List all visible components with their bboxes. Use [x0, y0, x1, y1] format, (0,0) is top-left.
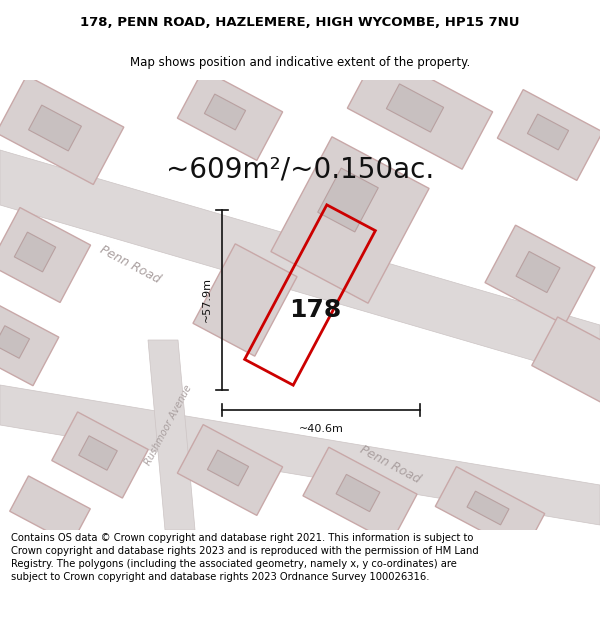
Polygon shape — [303, 448, 417, 542]
Text: ~40.6m: ~40.6m — [299, 424, 343, 434]
Polygon shape — [386, 84, 443, 132]
Polygon shape — [527, 114, 569, 150]
Polygon shape — [347, 51, 493, 169]
Polygon shape — [532, 317, 600, 403]
Polygon shape — [0, 76, 124, 184]
Polygon shape — [208, 450, 248, 486]
Polygon shape — [318, 168, 378, 232]
Text: Penn Road: Penn Road — [358, 444, 422, 486]
Polygon shape — [271, 137, 429, 303]
Text: 178, PENN ROAD, HAZLEMERE, HIGH WYCOMBE, HP15 7NU: 178, PENN ROAD, HAZLEMERE, HIGH WYCOMBE,… — [80, 16, 520, 29]
Polygon shape — [178, 424, 283, 516]
Polygon shape — [0, 304, 59, 386]
Polygon shape — [516, 251, 560, 292]
Polygon shape — [435, 467, 545, 553]
Polygon shape — [79, 436, 117, 470]
Polygon shape — [497, 89, 600, 181]
Polygon shape — [52, 412, 148, 498]
Text: Contains OS data © Crown copyright and database right 2021. This information is : Contains OS data © Crown copyright and d… — [11, 533, 479, 582]
Text: Map shows position and indicative extent of the property.: Map shows position and indicative extent… — [130, 56, 470, 69]
Polygon shape — [0, 208, 91, 302]
Polygon shape — [0, 326, 29, 358]
Polygon shape — [10, 476, 90, 544]
Polygon shape — [205, 94, 245, 130]
Text: Rushmoor Avenue: Rushmoor Avenue — [143, 383, 193, 467]
Text: ~609m²/~0.150ac.: ~609m²/~0.150ac. — [166, 156, 434, 184]
Polygon shape — [485, 225, 595, 325]
Polygon shape — [467, 491, 509, 525]
Polygon shape — [336, 474, 380, 512]
Text: Penn Road: Penn Road — [97, 244, 163, 286]
Text: 178: 178 — [289, 298, 341, 322]
Polygon shape — [29, 105, 82, 151]
Polygon shape — [193, 244, 297, 356]
Polygon shape — [0, 385, 600, 525]
Polygon shape — [178, 69, 283, 161]
Polygon shape — [14, 232, 56, 272]
Polygon shape — [0, 150, 600, 380]
Polygon shape — [148, 340, 195, 530]
Text: ~57.9m: ~57.9m — [202, 278, 212, 322]
